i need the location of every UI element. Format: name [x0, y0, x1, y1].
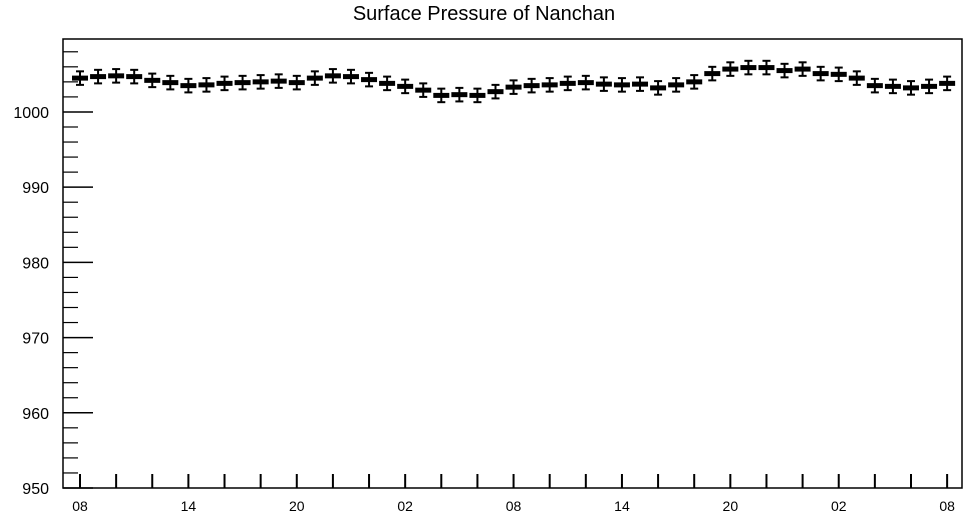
x-tick-label: 08 — [72, 498, 88, 514]
data-point — [144, 77, 161, 83]
data-point — [523, 83, 540, 89]
y-tick-label: 950 — [22, 481, 49, 498]
x-tick-label: 02 — [831, 498, 847, 514]
data-point — [505, 84, 522, 90]
data-point — [939, 80, 956, 86]
data-point — [379, 80, 396, 86]
data-point — [921, 83, 938, 89]
data-point — [433, 92, 450, 98]
data-point — [848, 75, 865, 81]
data-point — [632, 81, 649, 87]
y-tick-label: 990 — [22, 180, 49, 197]
data-point — [361, 77, 378, 83]
data-point — [72, 75, 88, 81]
data-point — [866, 83, 883, 89]
y-tick-label: 980 — [22, 255, 49, 272]
data-point — [234, 80, 251, 86]
x-tick-label: 20 — [723, 498, 739, 514]
data-point — [686, 79, 703, 85]
y-tick-label: 1000 — [13, 105, 49, 122]
data-point — [324, 73, 341, 79]
data-point — [884, 83, 901, 89]
data-point — [90, 74, 107, 80]
data-point — [306, 75, 323, 81]
data-point — [559, 80, 576, 86]
x-tick-label: 14 — [181, 498, 197, 514]
data-point — [776, 68, 793, 74]
data-point — [415, 87, 432, 93]
data-point — [451, 92, 468, 98]
y-tick-label: 960 — [22, 406, 49, 423]
data-point — [758, 65, 775, 71]
data-point — [126, 74, 143, 80]
data-point — [541, 82, 558, 88]
data-point — [812, 71, 829, 77]
data-point — [397, 83, 414, 89]
x-tick-label: 14 — [614, 498, 630, 514]
data-point — [270, 78, 287, 84]
data-point — [577, 80, 594, 86]
y-tick-label: 970 — [22, 331, 49, 348]
data-point — [902, 85, 919, 91]
x-tick-label: 08 — [939, 498, 955, 514]
chart-title: Surface Pressure of Nanchan — [352, 3, 616, 25]
data-point — [487, 89, 504, 95]
data-point — [794, 66, 811, 72]
data-point — [342, 74, 359, 80]
data-point — [613, 82, 630, 88]
data-point — [108, 73, 125, 79]
data-point — [469, 92, 486, 98]
data-point — [704, 71, 721, 77]
x-tick-label: 20 — [289, 498, 305, 514]
data-point — [668, 82, 685, 88]
x-tick-label: 02 — [397, 498, 413, 514]
data-point — [180, 83, 197, 89]
x-tick-label: 08 — [506, 498, 522, 514]
data-point — [216, 80, 233, 86]
data-point — [198, 82, 215, 88]
data-point — [740, 65, 757, 71]
plot-frame — [62, 38, 963, 489]
data-point — [650, 85, 667, 91]
data-point — [162, 80, 179, 86]
data-point — [830, 71, 847, 77]
data-point — [252, 79, 269, 85]
data-point — [288, 80, 305, 86]
data-point — [595, 81, 612, 87]
data-point — [722, 66, 739, 72]
